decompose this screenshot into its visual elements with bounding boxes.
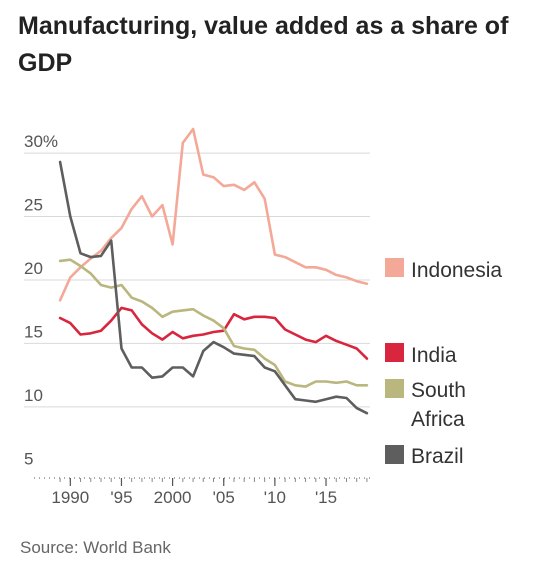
legend-swatch-brazil [385, 445, 404, 464]
y-tick-label: 15 [24, 322, 43, 341]
legend-label-south-africa: South [411, 379, 466, 402]
series-line-brazil [58, 160, 369, 415]
y-tick-label: 25 [24, 196, 43, 215]
legend-label-brazil: Brazil [411, 445, 464, 468]
y-tick-label: 5 [24, 449, 33, 468]
x-tick-label: '95 [110, 488, 132, 507]
x-tick-label: '15 [315, 488, 337, 507]
legend-swatch-india [385, 343, 404, 362]
legend-label-south-africa: Africa [411, 408, 465, 431]
legend: Indonesia India South Africa Brazil [385, 258, 502, 468]
legend-swatch-south-africa [385, 379, 404, 398]
series-lines [58, 127, 369, 415]
x-tick-label: 2000 [154, 488, 192, 507]
y-tick-label: 30% [24, 132, 58, 151]
legend-label-india: India [411, 344, 457, 367]
legend-label-indonesia: Indonesia [411, 259, 502, 282]
x-axis [34, 477, 370, 486]
series-line-indonesia [58, 127, 369, 302]
legend-swatch-indonesia [385, 258, 404, 277]
x-tick-label: 1990 [51, 488, 89, 507]
series-line-south-africa [58, 258, 369, 388]
source-note: Source: World Bank [20, 538, 171, 557]
x-tick-label: '05 [213, 488, 235, 507]
x-tick-label: '10 [264, 488, 286, 507]
x-axis-labels: 1990 '95 2000 '05 '10 '15 [51, 488, 337, 507]
chart-title: Manufacturing, value added as a share of… [18, 12, 509, 77]
gridlines [24, 152, 370, 408]
y-axis-labels: 30% 25 20 15 10 5 [24, 132, 58, 468]
y-tick-label: 10 [24, 386, 43, 405]
series-line-india [58, 306, 369, 360]
y-tick-label: 20 [24, 259, 43, 278]
